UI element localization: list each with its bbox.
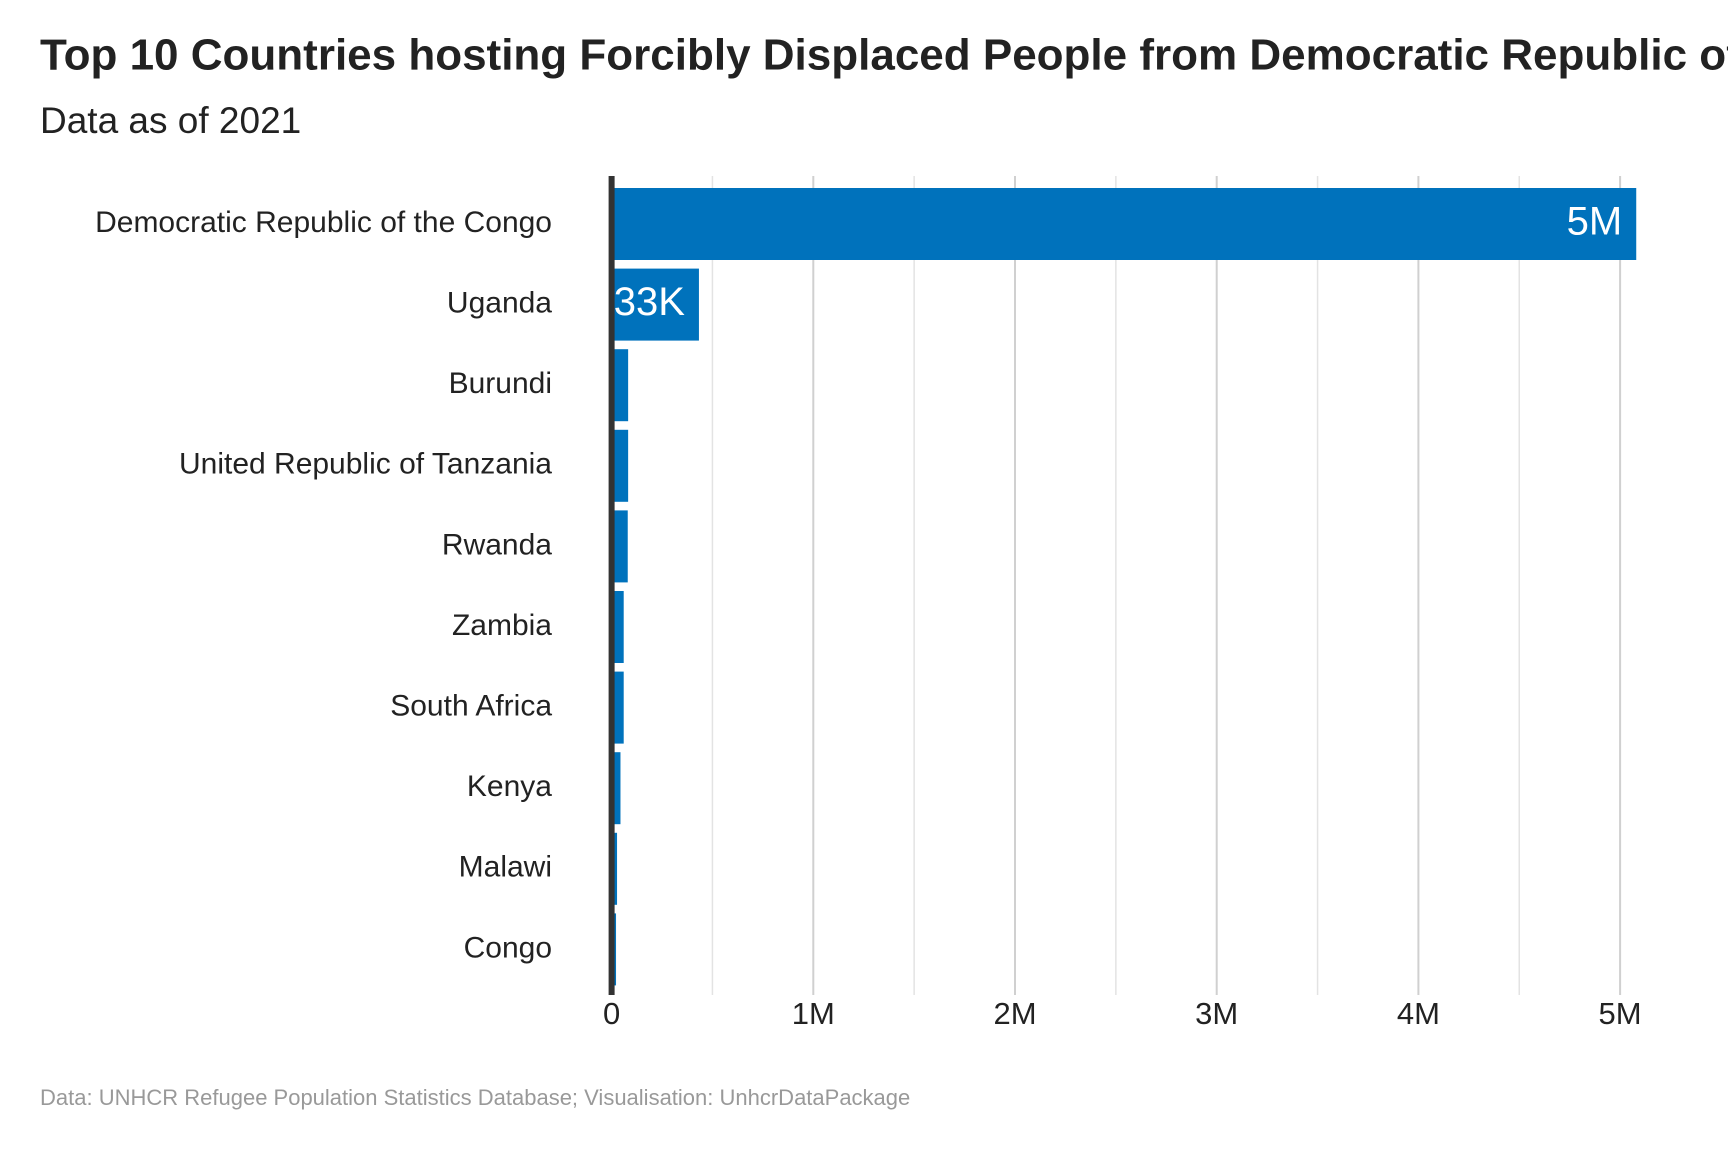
bar [611,671,624,744]
x-tick-label: 5M [1599,996,1642,1031]
y-tick-label: United Republic of Tanzania [179,448,552,481]
value-label: 433K [592,280,686,324]
x-tick-label: 3M [1195,996,1238,1031]
y-tick-label: Zambia [452,609,552,642]
x-tick-label: 2M [993,996,1036,1031]
bar [611,268,699,341]
bar [611,349,629,422]
y-tick-label: Rwanda [442,528,552,561]
bar [611,752,621,825]
y-tick-label: Democratic Republic of the Congo [95,206,552,239]
bar [611,510,628,583]
y-tick-label: South Africa [390,690,552,723]
bar [611,591,624,663]
value-label: 5M [1567,200,1623,244]
bar [611,188,1637,260]
chart-title: Top 10 Countries hosting Forcibly Displa… [40,31,1728,80]
chart-subtitle: Data as of 2021 [40,100,301,141]
caption: Data: UNHCR Refugee Population Statistic… [40,1085,910,1110]
x-tick-label: 0 [603,996,620,1031]
bar [611,429,629,502]
y-tick-label: Congo [464,931,552,964]
axis-line [608,176,615,995]
y-tick-label: Burundi [449,367,552,400]
x-tick-label: 1M [792,996,835,1031]
x-tick-label: 4M [1397,996,1440,1031]
y-tick-label: Malawi [459,851,552,884]
y-tick-label: Kenya [467,770,552,803]
y-tick-label: Uganda [447,287,552,320]
